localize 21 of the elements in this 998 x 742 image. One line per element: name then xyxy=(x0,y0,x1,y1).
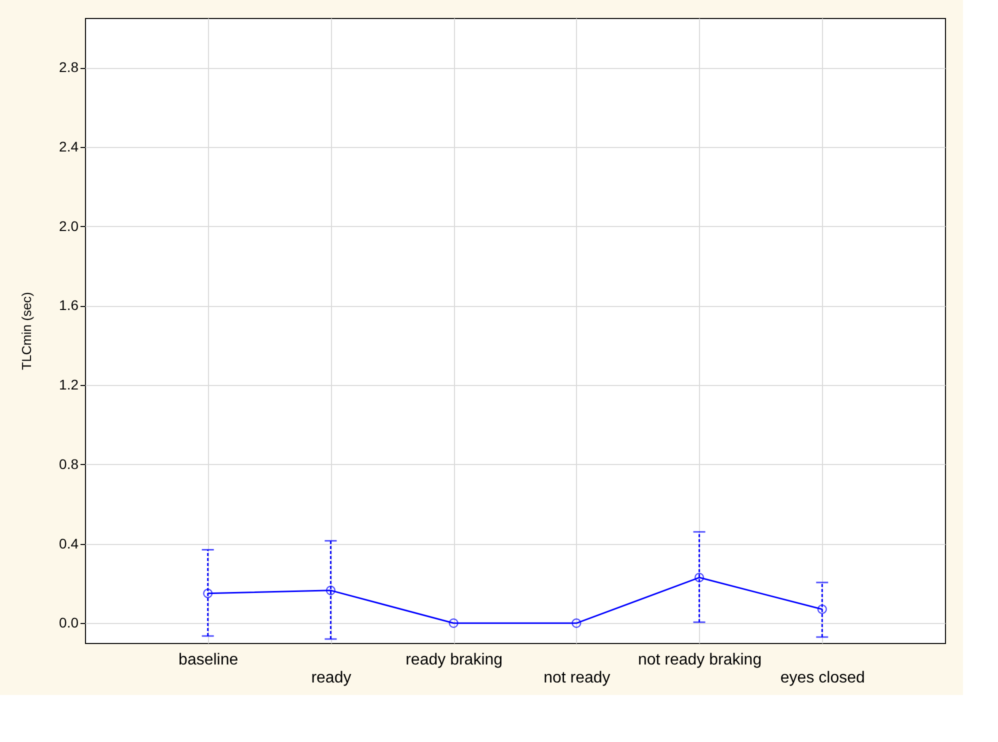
point xyxy=(203,588,213,598)
y-tick-label: 2.4 xyxy=(59,138,79,154)
y-tick-label: 1.2 xyxy=(59,376,79,393)
y-tick-label: 0.8 xyxy=(59,456,79,472)
point xyxy=(448,618,458,628)
x-tick-label: eyes closed xyxy=(780,670,865,686)
point xyxy=(817,604,827,614)
y-tick-label: 2.8 xyxy=(59,59,79,76)
y-tick-label: 0.0 xyxy=(59,614,79,631)
x-tick-label: ready braking xyxy=(406,652,503,668)
x-tick-label: ready xyxy=(311,670,352,686)
x-tick-label: not ready braking xyxy=(638,652,762,668)
x-tick-label: baseline xyxy=(178,652,238,668)
point xyxy=(572,618,582,628)
y-tick-label: 1.6 xyxy=(59,297,79,314)
y-tick-label: 2.0 xyxy=(59,218,79,234)
y-axis-title: TLCmin (sec) xyxy=(19,292,34,370)
point xyxy=(326,586,336,596)
x-tick-label: not ready xyxy=(544,670,610,686)
point xyxy=(694,572,704,582)
y-tick-label: 0.4 xyxy=(59,535,79,552)
